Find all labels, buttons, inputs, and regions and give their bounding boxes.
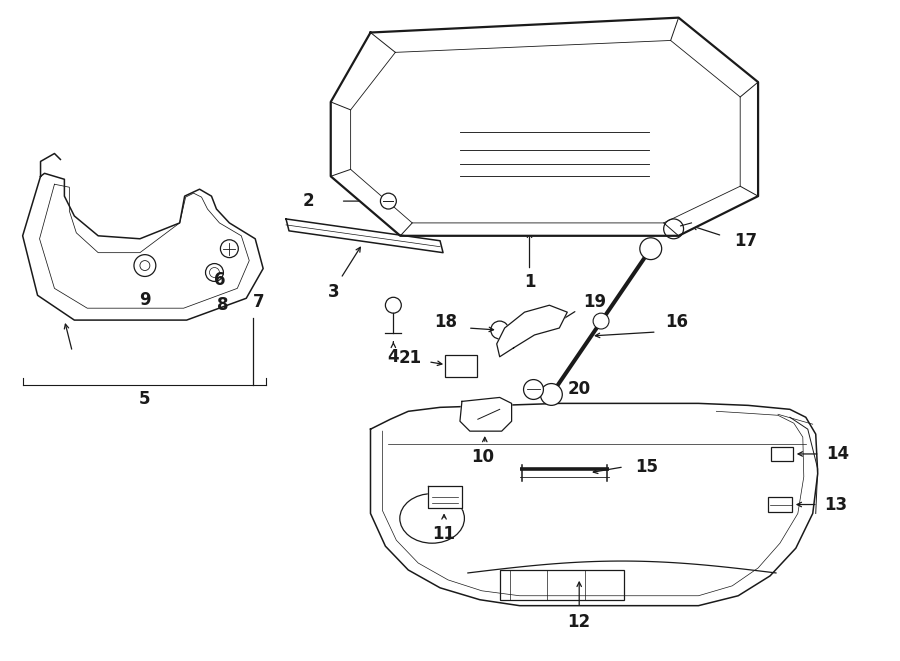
Circle shape: [381, 193, 396, 209]
Polygon shape: [22, 173, 263, 320]
Text: 18: 18: [435, 313, 457, 331]
Text: 1: 1: [524, 274, 536, 292]
Text: 14: 14: [826, 445, 850, 463]
Text: 5: 5: [140, 391, 150, 408]
Text: 15: 15: [635, 458, 658, 476]
Text: 11: 11: [433, 525, 455, 543]
Text: 7: 7: [254, 293, 265, 311]
Circle shape: [593, 313, 609, 329]
Text: 19: 19: [583, 293, 607, 311]
Text: 10: 10: [472, 448, 494, 466]
Text: 9: 9: [140, 292, 150, 309]
Circle shape: [524, 379, 544, 399]
Polygon shape: [428, 486, 462, 508]
Text: 17: 17: [734, 232, 758, 250]
Bar: [768, 496, 792, 512]
Text: 12: 12: [568, 613, 590, 631]
Text: 6: 6: [213, 272, 225, 290]
Polygon shape: [330, 18, 758, 236]
Polygon shape: [286, 219, 443, 253]
Text: 13: 13: [824, 496, 847, 514]
Polygon shape: [460, 397, 511, 431]
Text: 20: 20: [568, 381, 590, 399]
Circle shape: [640, 238, 662, 260]
Text: 21: 21: [399, 349, 422, 367]
Bar: [771, 447, 793, 461]
Circle shape: [205, 264, 223, 282]
Text: 4: 4: [388, 348, 400, 366]
Text: 2: 2: [303, 192, 315, 210]
Bar: [445, 355, 477, 377]
Polygon shape: [497, 305, 567, 357]
Circle shape: [220, 240, 238, 258]
Text: 3: 3: [328, 284, 339, 301]
Polygon shape: [371, 403, 818, 605]
Circle shape: [540, 383, 562, 405]
Bar: [500, 570, 624, 600]
Circle shape: [134, 254, 156, 276]
Text: 16: 16: [665, 313, 688, 331]
Text: 8: 8: [217, 296, 229, 314]
